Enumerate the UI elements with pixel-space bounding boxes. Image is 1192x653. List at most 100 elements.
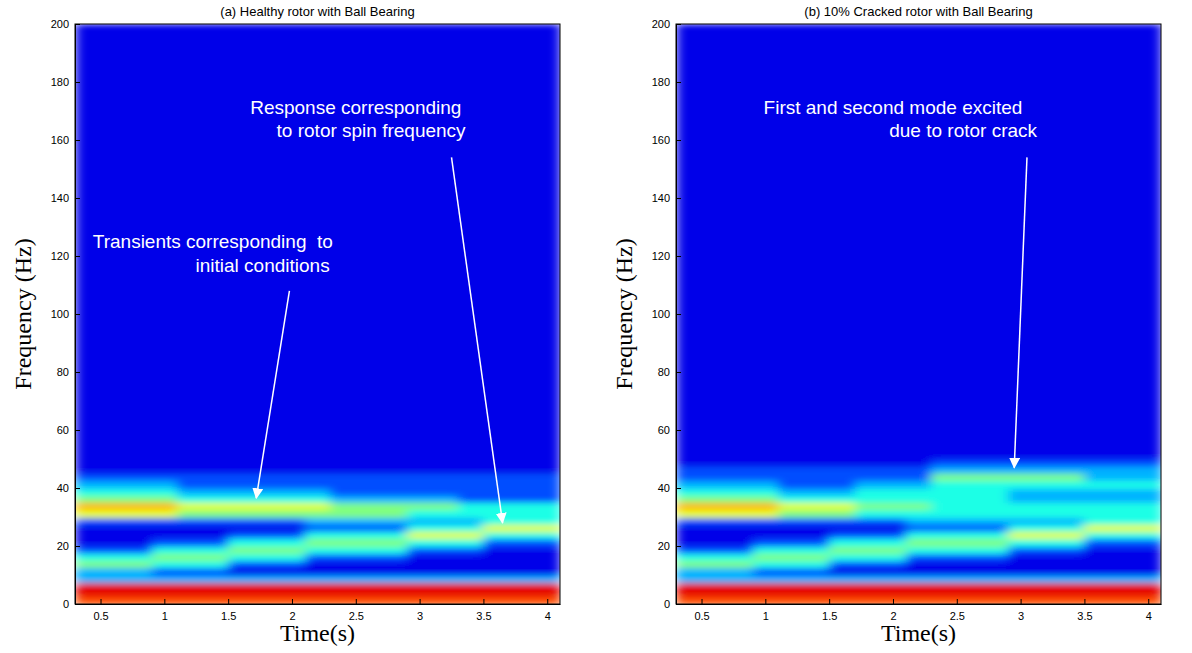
cell <box>982 597 1008 604</box>
x-tick-mark <box>1021 599 1022 604</box>
y-tick-mark <box>75 82 80 83</box>
cell <box>330 524 356 532</box>
cell <box>407 474 433 482</box>
cell <box>778 495 804 503</box>
cell <box>931 524 957 532</box>
y-tick: 100 <box>51 308 80 320</box>
cell <box>203 539 229 547</box>
cell <box>177 488 203 496</box>
cell <box>432 495 458 503</box>
cell <box>1033 430 1059 438</box>
cell <box>778 532 804 540</box>
cell <box>203 575 229 583</box>
cell <box>1033 452 1059 460</box>
cell <box>1033 517 1059 525</box>
cell <box>279 539 305 547</box>
cell <box>804 510 830 518</box>
cell <box>152 452 178 460</box>
cell <box>228 437 254 445</box>
cell <box>279 546 305 554</box>
cell <box>804 474 830 482</box>
cell <box>880 24 906 431</box>
x-axis-line <box>677 604 1162 605</box>
cell <box>534 452 560 460</box>
cell <box>126 582 152 590</box>
cell <box>356 510 382 518</box>
cell <box>101 430 127 438</box>
cell <box>804 503 830 511</box>
cell <box>1135 582 1161 590</box>
cell <box>702 488 728 496</box>
cell <box>931 474 957 482</box>
cell <box>1110 466 1136 474</box>
cell <box>509 539 535 547</box>
cell <box>982 474 1008 482</box>
cell <box>931 430 957 438</box>
cell <box>534 430 560 438</box>
cell <box>931 597 957 604</box>
cell <box>855 445 881 453</box>
cell <box>1033 459 1059 467</box>
cell <box>931 481 957 489</box>
annotation-arrow <box>1014 157 1027 467</box>
cell <box>1135 474 1161 482</box>
cell <box>228 539 254 547</box>
cell <box>305 495 331 503</box>
cell <box>906 590 932 598</box>
y-axis-title: Frequency (Hz) <box>10 238 36 389</box>
cell <box>152 524 178 532</box>
cell <box>381 466 407 474</box>
cell <box>381 481 407 489</box>
cell <box>126 495 152 503</box>
x-tick-label: 3 <box>1018 610 1024 622</box>
cell <box>1059 561 1085 569</box>
cell <box>381 430 407 438</box>
cell <box>753 553 779 561</box>
cell <box>534 495 560 503</box>
cell <box>931 24 957 431</box>
cell <box>432 575 458 583</box>
cell <box>330 532 356 540</box>
cell <box>279 590 305 598</box>
cell <box>483 495 509 503</box>
cell <box>101 503 127 511</box>
cell <box>676 495 702 503</box>
cell <box>906 561 932 569</box>
cell <box>880 510 906 518</box>
x-axis-title: Time(s) <box>881 620 956 646</box>
annotation-text: initial conditions <box>196 255 330 276</box>
cell <box>228 452 254 460</box>
y-tick: 0 <box>664 598 681 610</box>
cell <box>458 459 484 467</box>
cell <box>702 503 728 511</box>
cell <box>1033 575 1059 583</box>
cell <box>1059 430 1085 438</box>
cell <box>279 524 305 532</box>
cell <box>483 510 509 518</box>
cell <box>982 466 1008 474</box>
cell <box>75 24 101 431</box>
cell <box>1135 495 1161 503</box>
cell <box>152 561 178 569</box>
cell <box>1135 539 1161 547</box>
cell <box>458 597 484 604</box>
cell <box>254 539 280 547</box>
cell <box>676 517 702 525</box>
cell <box>855 488 881 496</box>
cell <box>676 24 702 431</box>
cell <box>458 430 484 438</box>
x-tick-label: 3.5 <box>476 610 491 622</box>
cell <box>534 445 560 453</box>
cell <box>676 445 702 453</box>
cell <box>855 539 881 547</box>
cell <box>279 517 305 525</box>
cell <box>356 481 382 489</box>
cell <box>483 437 509 445</box>
cell <box>305 575 331 583</box>
cell <box>101 495 127 503</box>
x-tick: 2 <box>289 599 295 622</box>
cell <box>177 568 203 576</box>
cell <box>101 466 127 474</box>
cell <box>228 524 254 532</box>
spectrogram <box>75 24 560 604</box>
